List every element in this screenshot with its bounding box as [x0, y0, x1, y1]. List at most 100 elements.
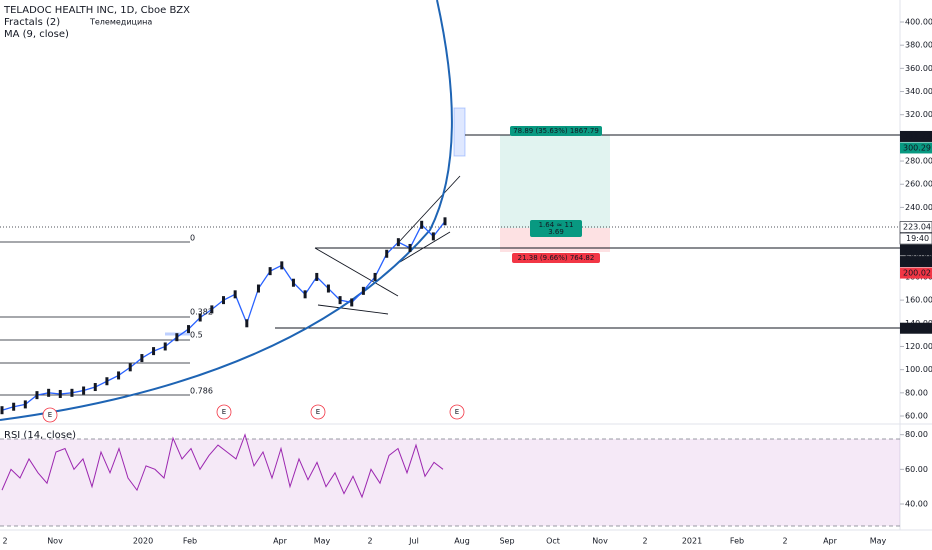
earnings-label: E [48, 411, 52, 419]
x-tick-label: Apr [273, 537, 288, 546]
position-label: 21.38 (9.66%) 764.82 [518, 254, 595, 262]
price-tag-label: 223.04 [903, 223, 931, 232]
candle [361, 286, 365, 295]
candle [105, 377, 109, 386]
position-label-bg [530, 227, 582, 237]
x-tick-label: 2 [2, 537, 7, 546]
fib-label: 0.382 [190, 308, 213, 317]
x-tick-label: May [870, 537, 887, 546]
candle [175, 333, 179, 342]
candle [280, 261, 284, 270]
price-tag-label: 221.4 [903, 246, 926, 255]
rsi-tick-label: 40.00 [905, 500, 928, 509]
fib-label: 0 [190, 234, 195, 243]
price-tag [900, 256, 932, 268]
y-tick-label: 60.00 [905, 412, 928, 421]
candle [0, 406, 4, 415]
price-tag-label: 301.23 [903, 132, 931, 141]
price-tag-label: 200.02 [903, 269, 931, 278]
y-tick-label: 160.00 [905, 296, 932, 305]
price-tag [900, 267, 932, 279]
x-tick-label: Apr [823, 537, 838, 546]
candle [93, 383, 97, 392]
candle [420, 220, 424, 229]
candle [152, 347, 156, 356]
candle [233, 290, 237, 299]
price-tag [900, 130, 932, 142]
y-tick-label: 100.00 [905, 365, 932, 374]
y-tick-label: 320.00 [905, 110, 932, 119]
x-tick-label: 2 [367, 537, 372, 546]
candle [82, 386, 86, 395]
position-label: 78.89 (35.63%) 1867.79 [513, 127, 599, 135]
earnings-label: E [455, 408, 459, 416]
x-tick-label: 2 [782, 537, 787, 546]
fib-lines [0, 241, 190, 396]
fib-label: 0.5 [190, 331, 203, 340]
y-tick-label: 260.00 [905, 180, 932, 189]
x-tick-label: Jul [408, 537, 419, 546]
x-tick-label: Feb [730, 537, 744, 546]
candle [408, 243, 412, 252]
candle [198, 313, 202, 322]
candle [373, 272, 377, 281]
x-tick-label: Aug [454, 537, 470, 546]
candle [58, 389, 62, 398]
x-tick-label: Nov [592, 537, 608, 546]
time-tag [899, 232, 932, 245]
x-tick-label: Sep [499, 537, 514, 546]
x-tick-label: Feb [183, 537, 197, 546]
time-tag-label: 19:40 [906, 234, 929, 243]
price-tag [899, 221, 932, 233]
x-tick-label: 2 [642, 537, 647, 546]
earnings-marker [42, 407, 58, 423]
price-tag-label: 135.74 [903, 324, 931, 333]
candle [303, 290, 307, 299]
candle [245, 319, 249, 328]
candle [443, 217, 447, 226]
candle [47, 388, 51, 397]
rsi-line [1, 433, 444, 499]
candle [163, 342, 167, 351]
chart-title: TELADOC HEALTH INC, 1D, Cboe BZX [3, 5, 190, 16]
price-tag [900, 244, 932, 256]
candle [23, 400, 27, 409]
position-label: 1.64 ≈ 11 [539, 221, 574, 229]
x-tick-label: May [314, 537, 331, 546]
earnings-marker [310, 404, 326, 420]
candle [396, 238, 400, 247]
rsi-tick-label: 80.00 [905, 430, 928, 439]
position-label: 3.69 [548, 228, 564, 236]
earnings-marker [216, 404, 232, 420]
candle [326, 284, 330, 293]
earnings-marker [449, 404, 465, 420]
x-tick-label: Oct [546, 537, 560, 546]
price-tag [900, 142, 932, 154]
candle [187, 325, 191, 334]
position-label-bg [510, 126, 602, 136]
candle [12, 402, 16, 411]
candle [385, 249, 389, 258]
candle [338, 296, 342, 305]
candle [350, 298, 354, 307]
candle [70, 388, 74, 397]
x-tick-label: 2020 [133, 537, 153, 546]
price-tag-label: 203.84 [903, 257, 931, 266]
candle [315, 272, 319, 281]
profit-zone [500, 135, 610, 228]
price-tag [900, 322, 932, 334]
y-tick-label: 120.00 [905, 342, 932, 351]
x-tick-label: 2021 [682, 537, 702, 546]
x-tick-label: Nov [47, 537, 63, 546]
y-tick-label: 360.00 [905, 64, 932, 73]
earnings-label: E [222, 408, 226, 416]
y-tick-label: 280.00 [905, 157, 932, 166]
rsi-band [0, 439, 900, 526]
indicator-label: MA (9, close) [4, 29, 69, 40]
rsi-tick-label: 60.00 [905, 465, 928, 474]
candle [140, 354, 144, 363]
candle [222, 296, 225, 305]
y-tick-label: 340.00 [905, 87, 932, 96]
